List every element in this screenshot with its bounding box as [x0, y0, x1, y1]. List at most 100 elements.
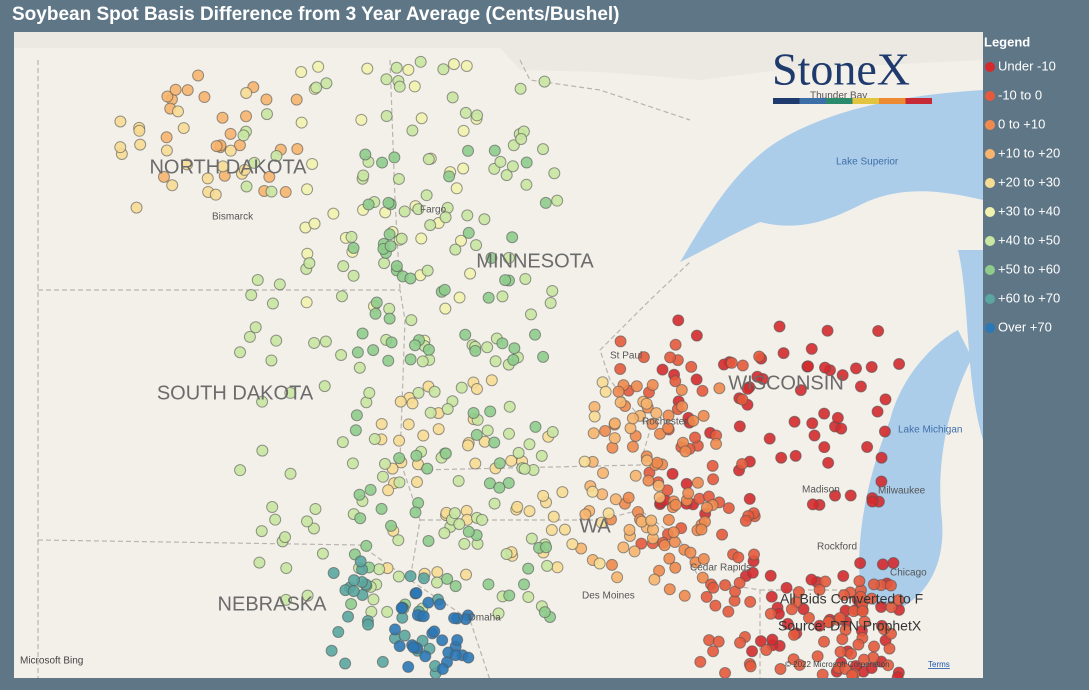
basis-dot: [733, 420, 746, 433]
basis-dot: [887, 556, 900, 569]
legend-label[interactable]: +40 to +50: [998, 232, 1060, 247]
city-label: Cedar Rapids: [690, 563, 751, 574]
basis-dot: [492, 607, 505, 620]
legend-label[interactable]: +50 to +60: [998, 261, 1060, 276]
basis-dot: [663, 552, 676, 565]
basis-dot: [652, 479, 665, 492]
basis-dot: [256, 444, 269, 457]
basis-dot: [512, 446, 525, 459]
basis-dot: [544, 296, 557, 309]
basis-dot: [806, 417, 819, 430]
basis-dot: [774, 663, 787, 676]
basis-dot: [529, 420, 542, 433]
basis-dot: [380, 73, 393, 86]
basis-dot: [642, 474, 655, 487]
basis-dot: [669, 375, 682, 388]
basis-dot: [428, 385, 441, 398]
basis-dot: [482, 578, 495, 591]
basis-dot: [461, 209, 474, 222]
legend-label[interactable]: Under -10: [998, 58, 1056, 73]
basis-dot: [734, 636, 747, 649]
basis-dot: [469, 344, 482, 357]
basis-dot: [234, 464, 247, 477]
basis-dot: [541, 559, 554, 572]
basis-dot: [355, 113, 368, 126]
basis-dot: [284, 386, 297, 399]
basis-dot: [370, 296, 383, 309]
basis-dot: [431, 576, 444, 589]
basis-dot: [695, 523, 708, 536]
legend-label[interactable]: +10 to +20: [998, 145, 1060, 160]
basis-dot: [678, 589, 691, 602]
basis-dot: [805, 573, 818, 586]
basis-dot: [342, 610, 355, 623]
terms-link[interactable]: Terms: [928, 660, 950, 669]
basis-dot: [816, 668, 829, 678]
basis-dot: [198, 91, 211, 104]
basis-dot: [454, 234, 467, 247]
basis-dot: [376, 655, 389, 668]
basis-dot: [612, 385, 625, 398]
basis-dot: [669, 338, 682, 351]
basis-dot: [310, 81, 323, 94]
basis-dot: [854, 557, 867, 570]
basis-dot: [263, 170, 276, 183]
legend-label[interactable]: +20 to +30: [998, 174, 1060, 189]
basis-dot: [558, 523, 571, 536]
basis-dot: [780, 581, 793, 594]
basis-dot: [744, 595, 757, 608]
legend-label[interactable]: -10 to 0: [998, 87, 1042, 102]
logo: StoneX: [772, 44, 910, 95]
basis-dot: [424, 406, 437, 419]
basis-dot: [301, 183, 314, 196]
legend-label[interactable]: +60 to +70: [998, 290, 1060, 305]
legend-label[interactable]: 0 to +10: [998, 116, 1045, 131]
basis-dot: [255, 525, 268, 538]
basis-dot: [788, 415, 801, 428]
basis-dot: [685, 360, 698, 373]
basis-dot: [398, 205, 411, 218]
basis-dot: [611, 571, 624, 584]
basis-dot: [253, 556, 266, 569]
basis-dot: [376, 470, 389, 483]
basis-dot: [453, 291, 466, 304]
legend-swatch: [985, 178, 995, 188]
legend-label[interactable]: +30 to +40: [998, 203, 1060, 218]
basis-dot: [420, 189, 433, 202]
basis-dot: [545, 524, 558, 537]
basis-dot: [417, 572, 430, 585]
basis-dot: [290, 93, 303, 106]
basis-dot: [177, 122, 190, 135]
basis-dot: [402, 63, 415, 76]
logo-bar: [905, 98, 932, 104]
basis-dot: [882, 659, 895, 672]
basis-dot: [335, 290, 348, 303]
city-label: Des Moines: [582, 591, 635, 602]
basis-dot: [792, 585, 805, 598]
basis-dot: [482, 291, 495, 304]
basis-dot: [249, 321, 262, 334]
city-label: Madison: [802, 485, 840, 496]
basis-dot: [354, 512, 367, 525]
basis-dot: [459, 328, 472, 341]
state-label: NEBRASKA: [218, 593, 328, 615]
basis-dot: [884, 579, 897, 592]
basis-dot: [269, 513, 282, 526]
basis-dot: [382, 484, 395, 497]
basis-dot: [357, 169, 370, 182]
basis-dot: [347, 585, 360, 598]
legend-label[interactable]: Over +70: [998, 319, 1052, 334]
city-label: Fargo: [420, 205, 447, 216]
basis-dot: [811, 650, 824, 663]
basis-dot: [630, 380, 643, 393]
basis-dot: [433, 598, 446, 611]
basis-dot: [653, 427, 666, 440]
basis-dot: [517, 578, 530, 591]
basis-dot: [664, 351, 677, 364]
city-label: Bismarck: [212, 212, 254, 223]
basis-dot: [529, 328, 542, 341]
basis-dot: [380, 110, 393, 123]
basis-dot: [719, 666, 732, 678]
basis-dot: [852, 638, 865, 651]
attribution: Microsoft Bing: [20, 656, 83, 667]
